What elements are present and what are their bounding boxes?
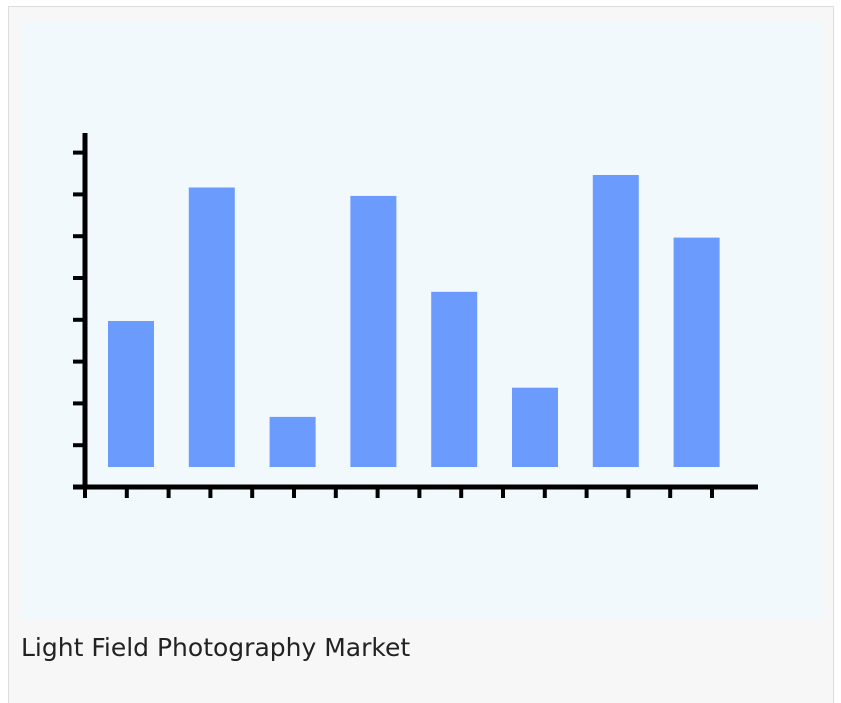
- bar: [431, 291, 478, 467]
- bar: [592, 175, 639, 467]
- bar: [350, 195, 397, 467]
- axes-group: [73, 133, 758, 490]
- bar: [673, 237, 720, 467]
- bar: [512, 387, 558, 467]
- chart-caption: Light Field Photography Market: [21, 633, 411, 662]
- ticks-group: [73, 150, 714, 498]
- bar: [188, 187, 235, 467]
- bar: [108, 321, 154, 467]
- bars-group: [108, 175, 720, 467]
- bar: [269, 416, 316, 467]
